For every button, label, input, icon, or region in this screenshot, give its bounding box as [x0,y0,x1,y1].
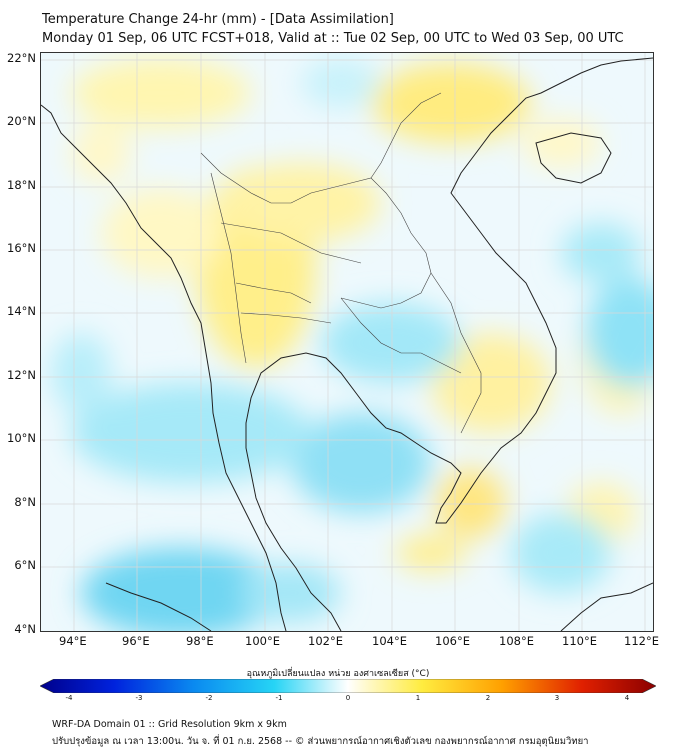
map-subtitle: Monday 01 Sep, 06 UTC FCST+018, Valid at… [42,31,624,46]
colorbar-tick: -2 [205,694,213,702]
footer-model-info: WRF-DA Domain 01 :: Grid Resolution 9km … [52,719,287,730]
lon-label: 106°E [435,634,470,648]
lon-label: 98°E [186,634,214,648]
map-title: Temperature Change 24-hr (mm) - [Data As… [42,12,394,27]
borders [200,92,482,434]
graticule [41,53,653,631]
lon-label: 100°E [245,634,280,648]
footer-credit: ปรับปรุงข้อมูล ณ เวลา 13:00น. วัน จ. ที่… [52,736,589,747]
colorbar-tick: 1 [415,694,421,702]
lat-label: 14°N [7,304,36,318]
lon-label: 108°E [499,634,534,648]
colorbar-graphic [39,678,657,694]
colorbar-tick: 2 [485,694,491,702]
lon-label: 110°E [562,634,597,648]
colorbar-tick: 3 [554,694,560,702]
lat-label: 20°N [7,114,36,128]
lat-label: 22°N [7,51,36,65]
colorbar-tick: -4 [65,694,73,702]
colorbar-tick: -3 [135,694,143,702]
coastlines [41,57,653,631]
colorbar-tick: 4 [624,694,630,702]
lat-label: 16°N [7,241,36,255]
lon-label: 102°E [308,634,343,648]
colorbar-tick: 0 [345,694,351,702]
lon-label: 112°E [624,634,659,648]
lon-label: 96°E [122,634,150,648]
lat-label: 8°N [14,495,36,509]
lat-label: 6°N [14,558,36,572]
temperature-field [51,58,653,631]
lon-label: 94°E [59,634,87,648]
map-canvas [41,53,653,631]
colorbar-tick: -1 [275,694,283,702]
lat-label: 10°N [7,431,36,445]
colorbar [39,678,657,694]
colorbar-label: อุณหภูมิเปลี่ยนแปลง หน่วย องศาเซลเซียส (… [246,669,430,679]
lon-label: 104°E [372,634,407,648]
lat-label: 4°N [14,622,36,636]
lat-label: 18°N [7,178,36,192]
temperature-change-map [40,52,654,632]
lat-label: 12°N [7,368,36,382]
